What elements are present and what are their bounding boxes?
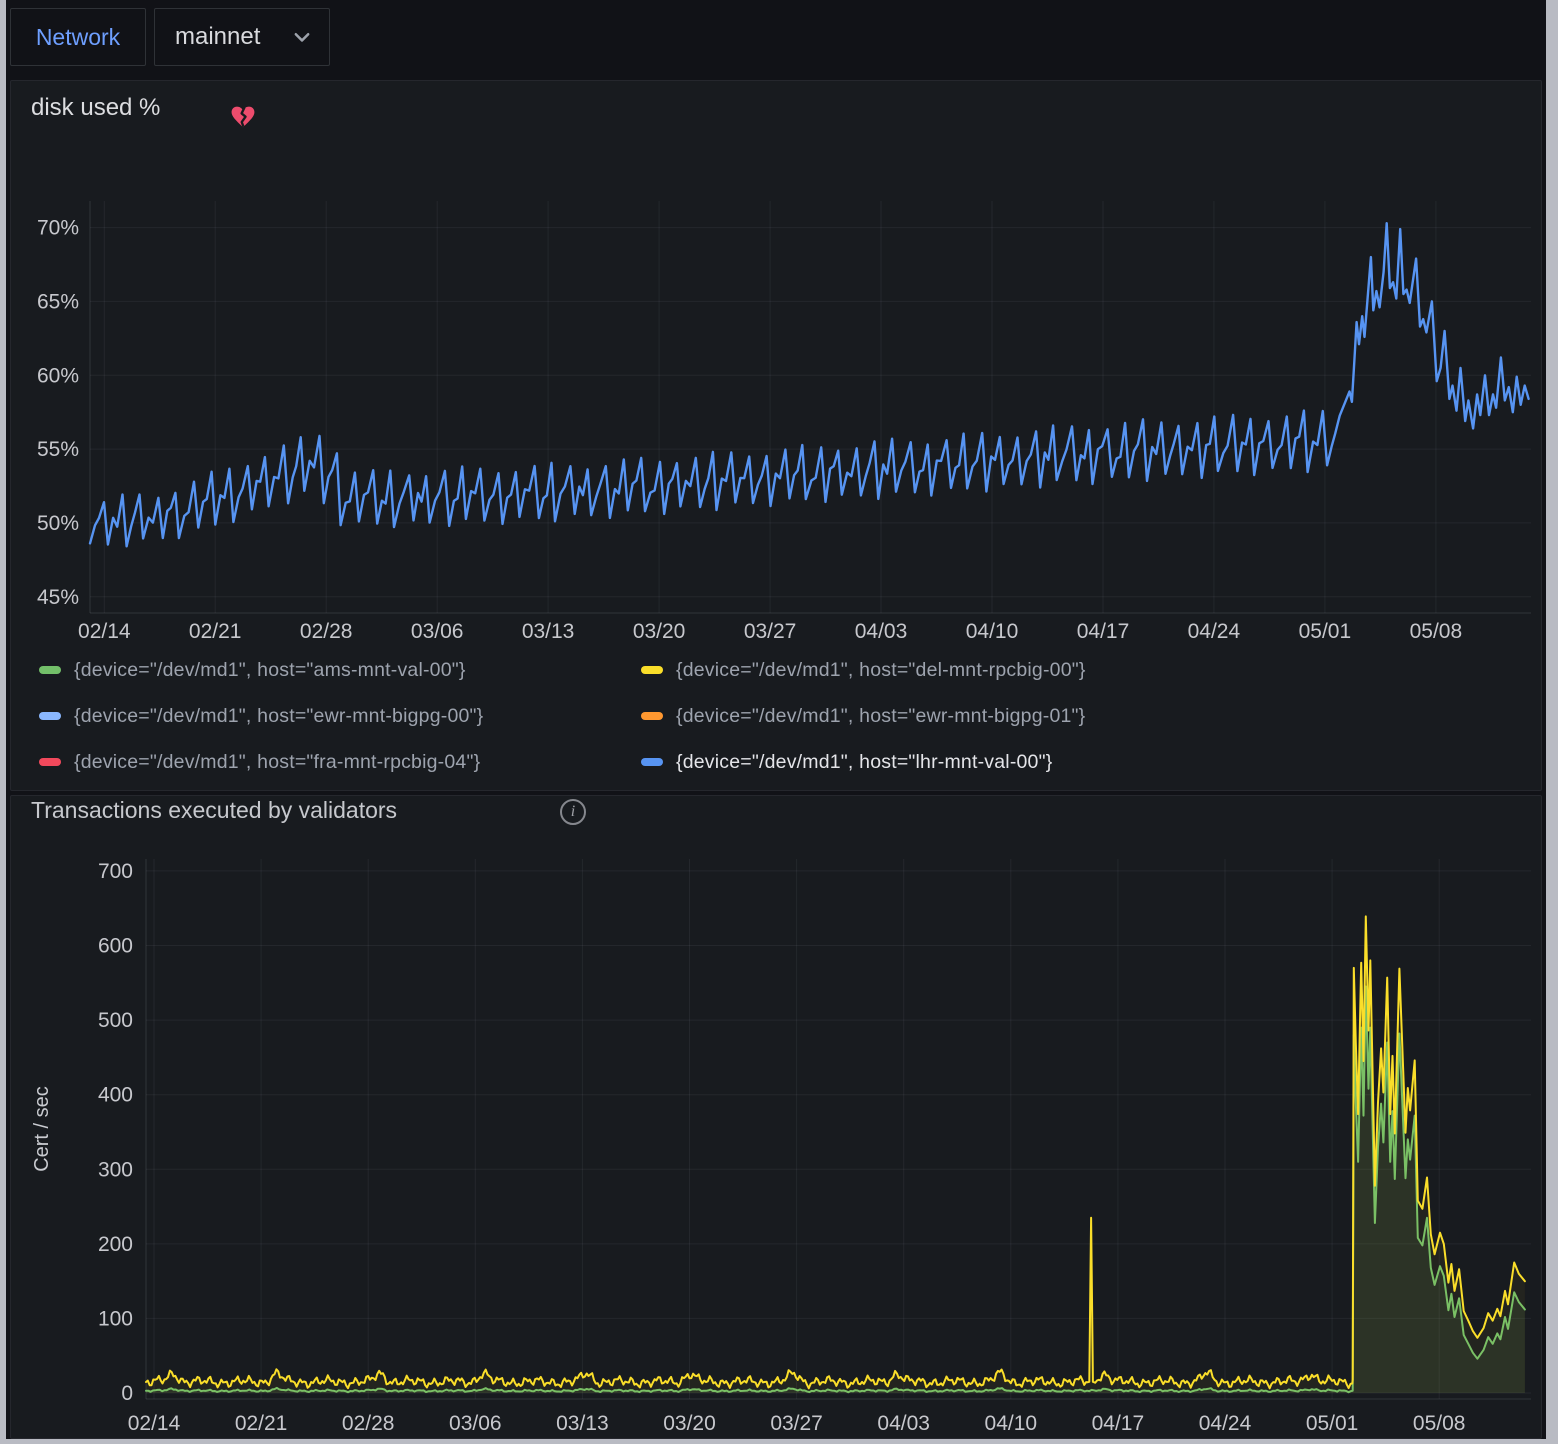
- x-tick-label: 03/20: [663, 1412, 716, 1435]
- toolbar: Network mainnet: [0, 0, 1558, 78]
- transactions-chart[interactable]: 0 100 200 300 400 500 600 700 02/14 02/21 02/28 03/…: [11, 796, 1541, 1438]
- y-tick-label: 70%: [37, 217, 79, 240]
- x-tick-label: 03/06: [411, 620, 464, 643]
- window-border-left: [0, 0, 6, 1444]
- info-icon-glyph: i: [570, 803, 576, 820]
- legend-item[interactable]: {device="/dev/md1", host="ewr-mnt-bigpg-…: [641, 705, 1085, 728]
- x-tick-label: 02/28: [342, 1412, 395, 1435]
- series-area-yellow: [146, 916, 1525, 1393]
- x-tick-label: 04/17: [1092, 1412, 1145, 1435]
- x-tick-label: 04/24: [1199, 1412, 1252, 1435]
- x-tick-label: 03/06: [449, 1412, 502, 1435]
- legend-series-label: {device="/dev/md1", host="lhr-mnt-val-00…: [676, 750, 1053, 773]
- legend-series-label: {device="/dev/md1", host="fra-mnt-rpcbig…: [74, 750, 481, 773]
- broken-heart-alert-icon[interactable]: [229, 103, 257, 129]
- y-tick-label: 200: [98, 1233, 133, 1256]
- legend-series-swatch: [39, 666, 61, 674]
- info-icon[interactable]: i: [560, 799, 586, 825]
- legend-item[interactable]: {device="/dev/md1", host="fra-mnt-rpcbig…: [39, 751, 641, 774]
- y-tick-label: 100: [98, 1307, 133, 1330]
- x-tick-label: 02/14: [78, 620, 131, 643]
- x-tick-label: 02/21: [235, 1412, 288, 1435]
- legend-item[interactable]: {device="/dev/md1", host="lhr-mnt-val-00…: [641, 751, 1052, 774]
- legend-item[interactable]: {device="/dev/md1", host="ewr-mnt-bigpg-…: [39, 705, 641, 728]
- legend-series-swatch: [641, 758, 663, 766]
- legend-series-label: {device="/dev/md1", host="ewr-mnt-bigpg-…: [676, 704, 1086, 727]
- x-tick-label: 03/13: [556, 1412, 609, 1435]
- panel-title[interactable]: disk used %: [31, 94, 161, 121]
- variable-label-text: Network: [35, 23, 121, 50]
- legend: {device="/dev/md1", host="ams-mnt-val-00…: [11, 647, 1541, 785]
- x-tick-label: 03/27: [744, 620, 797, 643]
- legend-series-label: {device="/dev/md1", host="ams-mnt-val-00…: [74, 658, 466, 681]
- legend-series-label: {device="/dev/md1", host="del-mnt-rpcbig…: [676, 658, 1086, 681]
- window-border-bottom: [0, 1439, 1558, 1444]
- panel-transactions: Transactions executed by validators i Ce…: [10, 795, 1542, 1439]
- x-tick-label: 04/17: [1077, 620, 1130, 643]
- legend-row: {device="/dev/md1", host="ewr-mnt-bigpg-…: [11, 693, 1541, 739]
- legend-series-swatch: [641, 712, 663, 720]
- disk-used-chart[interactable]: 45% 50% 55% 60% 65% 70% 02/14 02/21 02/28 03/06 03…: [11, 81, 1541, 646]
- legend-row: {device="/dev/md1", host="ams-mnt-val-00…: [11, 647, 1541, 693]
- x-tick-label: 05/01: [1299, 620, 1352, 643]
- variable-value-text: mainnet: [175, 23, 261, 50]
- y-tick-label: 55%: [37, 438, 79, 461]
- series-area-green: [146, 986, 1525, 1393]
- y-tick-label: 60%: [37, 364, 79, 387]
- x-tick-label: 02/14: [128, 1412, 181, 1435]
- x-tick-label: 02/28: [300, 620, 353, 643]
- y-tick-label: 600: [98, 935, 133, 958]
- x-tick-label: 03/20: [633, 620, 686, 643]
- x-tick-label: 04/03: [855, 620, 908, 643]
- x-tick-label: 03/13: [522, 620, 575, 643]
- x-tick-label: 04/24: [1188, 620, 1241, 643]
- x-tick-label: 05/01: [1306, 1412, 1359, 1435]
- x-tick-label: 03/27: [770, 1412, 823, 1435]
- x-tick-label: 05/08: [1413, 1412, 1466, 1435]
- chevron-down-icon: [294, 33, 310, 42]
- legend-row: {device="/dev/md1", host="fra-mnt-rpcbig…: [11, 739, 1541, 785]
- series-line-green: [145, 985, 1526, 1394]
- y-tick-label: 300: [98, 1158, 133, 1181]
- legend-item[interactable]: {device="/dev/md1", host="del-mnt-rpcbig…: [641, 659, 1086, 682]
- x-tick-label: 04/03: [877, 1412, 930, 1435]
- series-line-yellow: [145, 915, 1526, 1390]
- y-tick-label: 700: [98, 860, 133, 883]
- y-tick-label: 45%: [37, 586, 79, 609]
- variable-label-network[interactable]: Network: [10, 8, 146, 66]
- y-tick-label: 50%: [37, 512, 79, 535]
- window-border-right: [1546, 0, 1558, 1444]
- legend-series-label: {device="/dev/md1", host="ewr-mnt-bigpg-…: [74, 704, 484, 727]
- y-tick-label: 0: [121, 1382, 133, 1405]
- legend-series-swatch: [641, 666, 663, 674]
- panel-disk-used: disk used % 45% 50% 55% 60% 65% 70% 02/14 02/21…: [10, 80, 1542, 791]
- y-tick-label: 400: [98, 1084, 133, 1107]
- legend-series-swatch: [39, 758, 61, 766]
- x-tick-label: 04/10: [985, 1412, 1038, 1435]
- panel-title[interactable]: Transactions executed by validators: [31, 797, 398, 823]
- series-line-lhr-mnt-val-00: [88, 222, 1530, 548]
- legend-series-swatch: [39, 712, 61, 720]
- y-tick-label: 65%: [37, 290, 79, 313]
- x-tick-label: 05/08: [1410, 620, 1463, 643]
- x-tick-label: 04/10: [966, 620, 1019, 643]
- y-tick-label: 500: [98, 1009, 133, 1032]
- variable-value-dropdown[interactable]: mainnet: [154, 8, 330, 66]
- legend-item[interactable]: {device="/dev/md1", host="ams-mnt-val-00…: [39, 659, 641, 682]
- x-tick-label: 02/21: [189, 620, 242, 643]
